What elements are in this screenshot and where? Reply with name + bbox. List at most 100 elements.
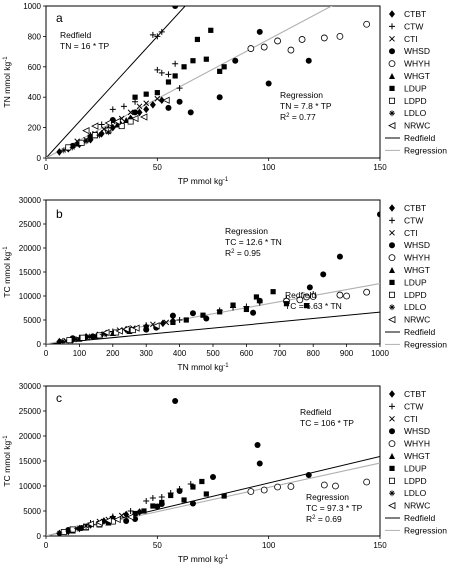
plot-frame <box>45 199 381 345</box>
point-ldlo <box>65 528 72 534</box>
point-cti <box>143 100 150 107</box>
x-tick-label: 0 <box>44 163 49 172</box>
point-ctw <box>149 31 156 38</box>
legend-marker-ldup <box>389 279 395 285</box>
point-ldup <box>132 510 138 517</box>
point-whyh <box>260 43 268 51</box>
point-nrwc <box>131 114 139 123</box>
point-ldlo <box>83 138 90 145</box>
legend-label: LDPD <box>404 476 427 486</box>
point-whyh <box>363 20 371 28</box>
legend-label: WHYH <box>404 253 430 263</box>
legend-marker-cti <box>389 415 395 422</box>
legend-marker-ldup <box>389 465 395 471</box>
point-cti <box>127 109 134 116</box>
point-ctw <box>158 494 165 500</box>
legend-label: Redfield <box>404 327 435 337</box>
point-whsd <box>256 460 263 467</box>
point-whyh <box>287 46 295 54</box>
point-ctbt <box>123 510 130 519</box>
legend-marker-whyh <box>388 60 396 67</box>
legend-marker-ctbt <box>389 10 395 18</box>
point-nrwc <box>113 117 121 126</box>
y-tick-label: 30000 <box>19 382 42 391</box>
panel-label: b <box>56 207 63 221</box>
line-redfield <box>46 6 186 158</box>
point-ldup <box>194 36 201 43</box>
legend-label: LDLO <box>404 108 427 118</box>
point-whyh <box>332 482 339 490</box>
point-ldup <box>303 303 310 309</box>
x-tick-label: 300 <box>140 349 154 358</box>
legend-marker-ldpd <box>388 291 395 298</box>
point-cti <box>136 103 143 110</box>
point-ldup <box>159 499 165 506</box>
point-whsd <box>256 28 263 35</box>
point-whsd <box>169 312 176 319</box>
legend-label: CTBT <box>404 203 426 213</box>
point-whsd <box>377 211 380 218</box>
legend-marker-cti <box>389 35 395 42</box>
annotation-line: TN = 16 * TP <box>60 41 110 51</box>
point-ldup <box>270 289 276 295</box>
annotation-line: Redfield <box>285 290 316 300</box>
legend-marker-ldlo <box>389 490 395 497</box>
legend-label: NRWC <box>404 501 430 511</box>
point-nrwc <box>140 113 148 121</box>
annotation-line: Redfield <box>60 30 91 40</box>
legend-label: WHGT <box>404 451 430 461</box>
point-ldpd <box>127 118 134 125</box>
point-ldup <box>253 294 260 300</box>
legend-label: CTBT <box>404 389 426 399</box>
point-whyh <box>309 293 317 300</box>
legend-marker-ldpd <box>388 97 395 104</box>
point-ldlo <box>73 336 80 343</box>
legend-marker-ctw <box>389 23 395 30</box>
point-ldup <box>199 478 205 485</box>
point-ctw <box>176 85 183 92</box>
panel-a: 0 50 100 150 0 200 400 600 800 1000 TP mmol kg-1 TN… <box>2 2 447 186</box>
point-ldup <box>221 493 227 499</box>
legend-marker-whgt <box>389 453 395 459</box>
y-tick-label: 200 <box>28 124 42 133</box>
annotation-line: TC = 6.63 * TN <box>285 301 342 311</box>
legend-label: LDLO <box>404 488 427 498</box>
legend-marker-cti <box>389 229 395 236</box>
legend-label: WHSD <box>404 426 430 436</box>
y-axis-label: TC mmol kg-1 <box>2 246 12 298</box>
point-ctw <box>154 33 161 40</box>
point-ldup <box>168 492 174 499</box>
legend-marker-whgt <box>389 73 395 79</box>
legend-label: CTW <box>404 21 423 31</box>
point-ldup <box>208 27 214 33</box>
legend-marker-whsd <box>389 242 395 249</box>
y-tick-label: 15000 <box>19 268 42 277</box>
point-cti <box>163 319 170 326</box>
point-whsd <box>305 57 312 64</box>
legend-label: WHGT <box>404 265 430 275</box>
point-ctw <box>109 106 116 113</box>
x-axis-label: TN mmol kg-1 <box>177 362 229 372</box>
point-whyh <box>336 33 344 40</box>
point-nrwc <box>86 520 94 528</box>
legend-label: LDUP <box>404 83 427 93</box>
point-whsd <box>216 94 223 101</box>
point-nrwc <box>104 119 112 127</box>
point-ctbt <box>159 319 166 328</box>
legend-marker-ldpd <box>388 477 395 484</box>
legend-marker-nrwc <box>388 501 396 510</box>
point-whyh <box>343 292 351 300</box>
point-ldlo <box>69 144 76 151</box>
x-axis-label: TP mmol kg-1 <box>178 176 229 186</box>
x-tick-label: 100 <box>73 349 87 358</box>
point-whyh <box>274 483 281 491</box>
point-ldpd <box>66 337 73 344</box>
annotation-line: TC = 12.6 * TN <box>225 237 282 247</box>
x-tick-label: 0 <box>44 349 49 358</box>
point-whsd <box>187 109 194 116</box>
point-ctw <box>120 103 127 110</box>
point-whsd <box>254 442 261 448</box>
point-whsd <box>132 109 139 116</box>
legend-marker-whsd <box>389 48 395 55</box>
point-whyh <box>247 488 255 495</box>
